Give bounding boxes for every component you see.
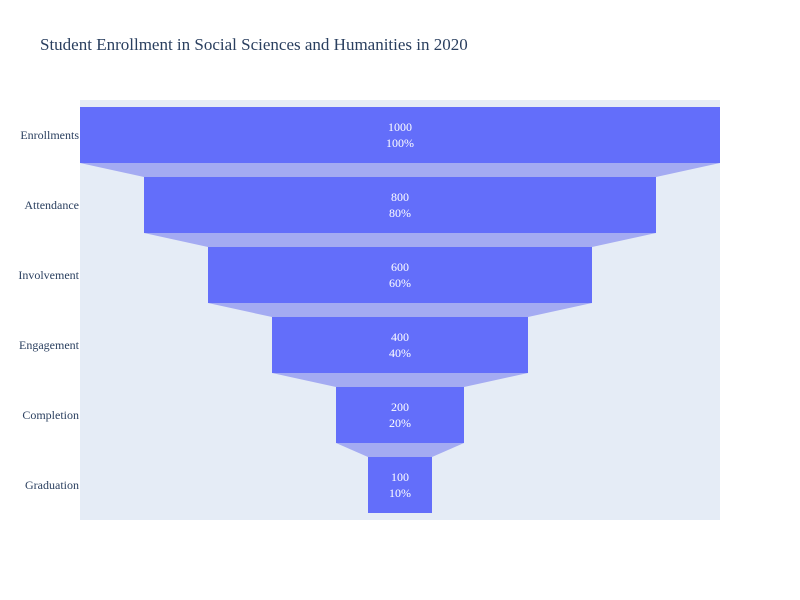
percent-label-involvement: 60%: [389, 276, 411, 290]
category-label-completion: Completion: [22, 408, 79, 422]
category-label-enrollments: Enrollments: [20, 128, 79, 142]
category-labels-layer: Enrollments Attendance Involvement Engageme…: [18, 128, 79, 492]
funnel-bar-involvement[interactable]: [208, 247, 592, 303]
value-label-graduation: 100: [391, 470, 409, 484]
percent-label-completion: 20%: [389, 416, 411, 430]
funnel-connector-4: [272, 373, 528, 387]
category-label-involvement: Involvement: [18, 268, 79, 282]
category-label-engagement: Engagement: [19, 338, 80, 352]
value-label-attendance: 800: [391, 190, 409, 204]
value-label-enrollments: 1000: [388, 120, 412, 134]
value-label-completion: 200: [391, 400, 409, 414]
connectors-layer: [80, 163, 720, 457]
value-label-involvement: 600: [391, 260, 409, 274]
value-label-engagement: 400: [391, 330, 409, 344]
percent-label-attendance: 80%: [389, 206, 411, 220]
funnel-bar-completion[interactable]: [336, 387, 464, 443]
funnel-connector-1: [80, 163, 720, 177]
funnel-bar-enrollments[interactable]: [80, 107, 720, 163]
funnel-connector-3: [208, 303, 592, 317]
percent-label-enrollments: 100%: [386, 136, 414, 150]
funnel-connector-2: [144, 233, 656, 247]
bars-layer: [80, 107, 720, 513]
funnel-bar-graduation[interactable]: [368, 457, 432, 513]
chart-title: Student Enrollment in Social Sciences an…: [40, 35, 468, 54]
percent-label-graduation: 10%: [389, 486, 411, 500]
funnel-connector-5: [336, 443, 464, 457]
funnel-bar-attendance[interactable]: [144, 177, 656, 233]
value-labels-layer: 1000 100% 800 80% 600 60% 400 40% 200 20% 100 10%: [386, 120, 414, 500]
percent-label-engagement: 40%: [389, 346, 411, 360]
funnel-bar-engagement[interactable]: [272, 317, 528, 373]
category-label-attendance: Attendance: [24, 198, 79, 212]
category-label-graduation: Graduation: [25, 478, 79, 492]
